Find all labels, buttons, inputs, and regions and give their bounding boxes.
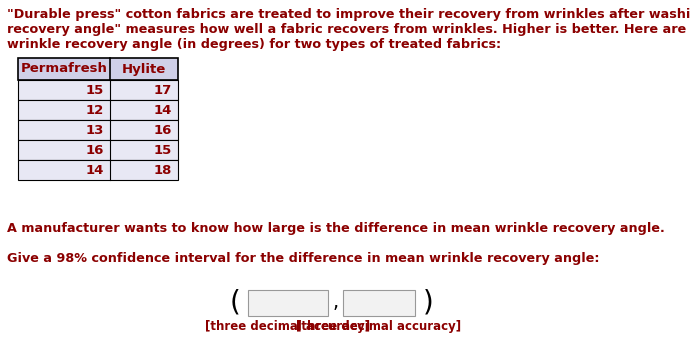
Text: Permafresh: Permafresh [21, 63, 108, 75]
Text: [three decimal accuracy]: [three decimal accuracy] [297, 320, 462, 333]
Text: [three decimal accuracy]: [three decimal accuracy] [206, 320, 371, 333]
Text: 14: 14 [86, 163, 104, 177]
Text: ): ) [423, 289, 434, 317]
Text: (: ( [230, 289, 240, 317]
Text: 13: 13 [86, 123, 104, 136]
Text: wrinkle recovery angle (in degrees) for two types of treated fabrics:: wrinkle recovery angle (in degrees) for … [7, 38, 501, 51]
FancyBboxPatch shape [248, 290, 328, 316]
FancyBboxPatch shape [18, 140, 178, 160]
Text: ,: , [333, 293, 339, 313]
Text: 14: 14 [154, 103, 172, 116]
FancyBboxPatch shape [18, 58, 178, 80]
FancyBboxPatch shape [18, 100, 178, 120]
Text: 12: 12 [86, 103, 104, 116]
Text: Give a 98% confidence interval for the difference in mean wrinkle recovery angle: Give a 98% confidence interval for the d… [7, 252, 600, 265]
Text: 16: 16 [86, 143, 104, 157]
FancyBboxPatch shape [18, 160, 178, 180]
Text: recovery angle" measures how well a fabric recovers from wrinkles. Higher is bet: recovery angle" measures how well a fabr… [7, 23, 690, 36]
Text: 15: 15 [154, 143, 172, 157]
Text: Hylite: Hylite [122, 63, 166, 75]
Text: 16: 16 [154, 123, 172, 136]
Text: 18: 18 [154, 163, 172, 177]
FancyBboxPatch shape [18, 120, 178, 140]
FancyBboxPatch shape [343, 290, 415, 316]
Text: 17: 17 [154, 83, 172, 96]
Text: A manufacturer wants to know how large is the difference in mean wrinkle recover: A manufacturer wants to know how large i… [7, 222, 664, 235]
Text: 15: 15 [86, 83, 104, 96]
Text: "Durable press" cotton fabrics are treated to improve their recovery from wrinkl: "Durable press" cotton fabrics are treat… [7, 8, 690, 21]
FancyBboxPatch shape [18, 80, 178, 100]
